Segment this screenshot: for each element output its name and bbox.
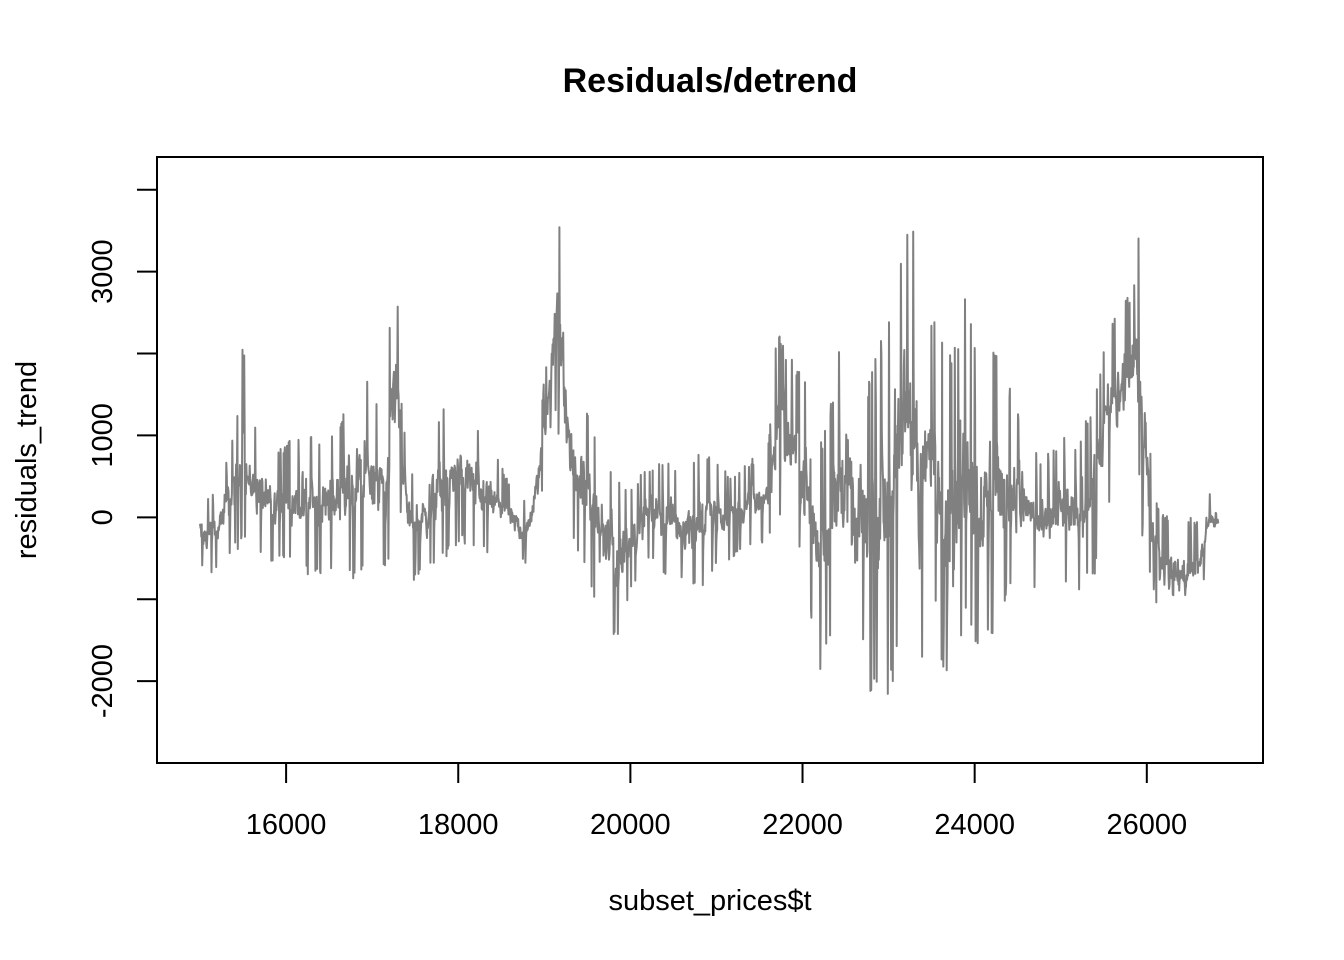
x-tick-label: 18000 [418, 809, 499, 841]
y-tick-label: 0 [87, 509, 119, 525]
y-tick-label: 3000 [87, 239, 119, 304]
residuals-series-line [199, 226, 1220, 695]
y-tick-label: -2000 [87, 644, 119, 718]
y-tick-label: 1000 [87, 403, 119, 468]
y-axis: -2000 0 1000 3000 [87, 188, 158, 718]
chart-title: Residuals/detrend [563, 62, 858, 100]
y-axis-label: residuals_trend [11, 361, 43, 559]
series-layer [199, 226, 1220, 695]
x-tick-label: 24000 [934, 809, 1015, 841]
x-tick-label: 22000 [762, 809, 843, 841]
x-tick-label: 16000 [246, 809, 327, 841]
x-tick-label: 26000 [1106, 809, 1187, 841]
x-tick-label: 20000 [590, 809, 671, 841]
x-axis-label: subset_prices$t [608, 885, 811, 917]
x-axis: 16000 18000 20000 22000 24000 26000 [246, 762, 1187, 841]
